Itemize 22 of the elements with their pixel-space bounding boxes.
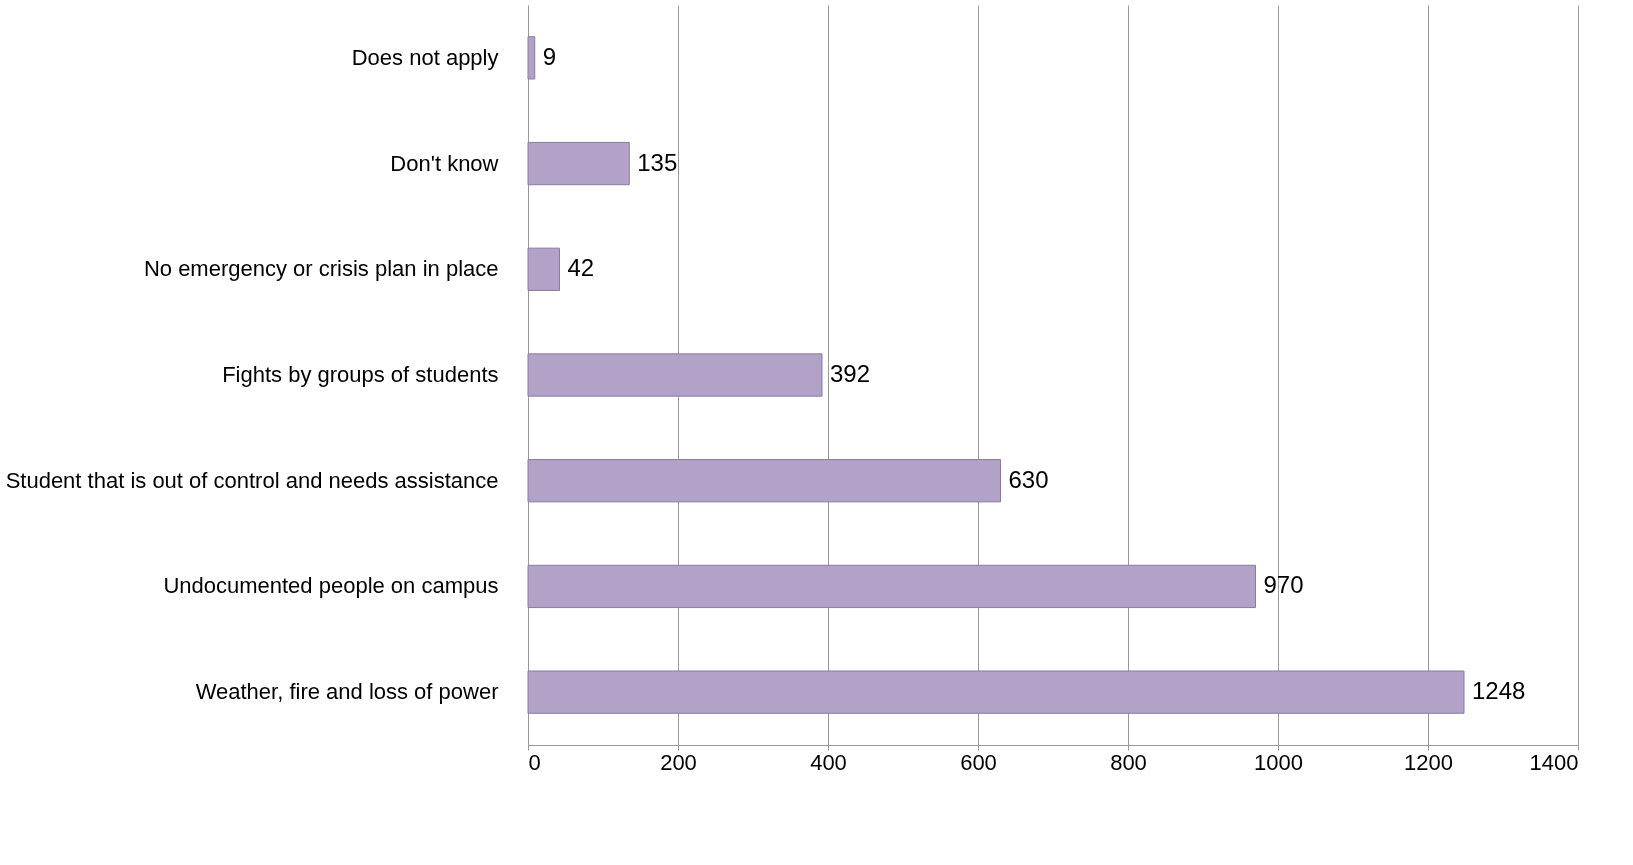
x-tick-label: 600 <box>960 749 997 775</box>
x-tick-label: 1000 <box>1254 749 1303 775</box>
x-tick-label: 0 <box>528 749 541 775</box>
x-tick-label: 800 <box>1110 749 1147 775</box>
data-label: 1248 <box>1472 677 1526 705</box>
x-tick-label: 200 <box>660 749 697 775</box>
x-tick-label: 400 <box>810 749 847 775</box>
data-label: 42 <box>567 254 595 282</box>
x-tick-label: 1200 <box>1404 749 1453 775</box>
data-label: 392 <box>830 360 871 387</box>
y-tick-label: Student that is out of control and needs assistance <box>5 467 499 493</box>
x-tick-label: 1400 <box>1529 749 1579 775</box>
data-label: 630 <box>1008 465 1049 493</box>
y-tick-label: No emergency or crisis plan in place <box>143 256 499 282</box>
data-label: 135 <box>637 148 678 176</box>
y-tick-label: Weather, fire and loss of power <box>195 679 499 705</box>
y-tick-label: Undocumented people on campus <box>163 573 499 599</box>
y-tick-label: Fights by groups of students <box>222 362 499 387</box>
data-label: 9 <box>542 42 557 70</box>
y-tick-label: Don't know <box>390 150 499 176</box>
data-label: 970 <box>1263 571 1304 599</box>
y-tick-label: Does not apply <box>351 44 499 70</box>
